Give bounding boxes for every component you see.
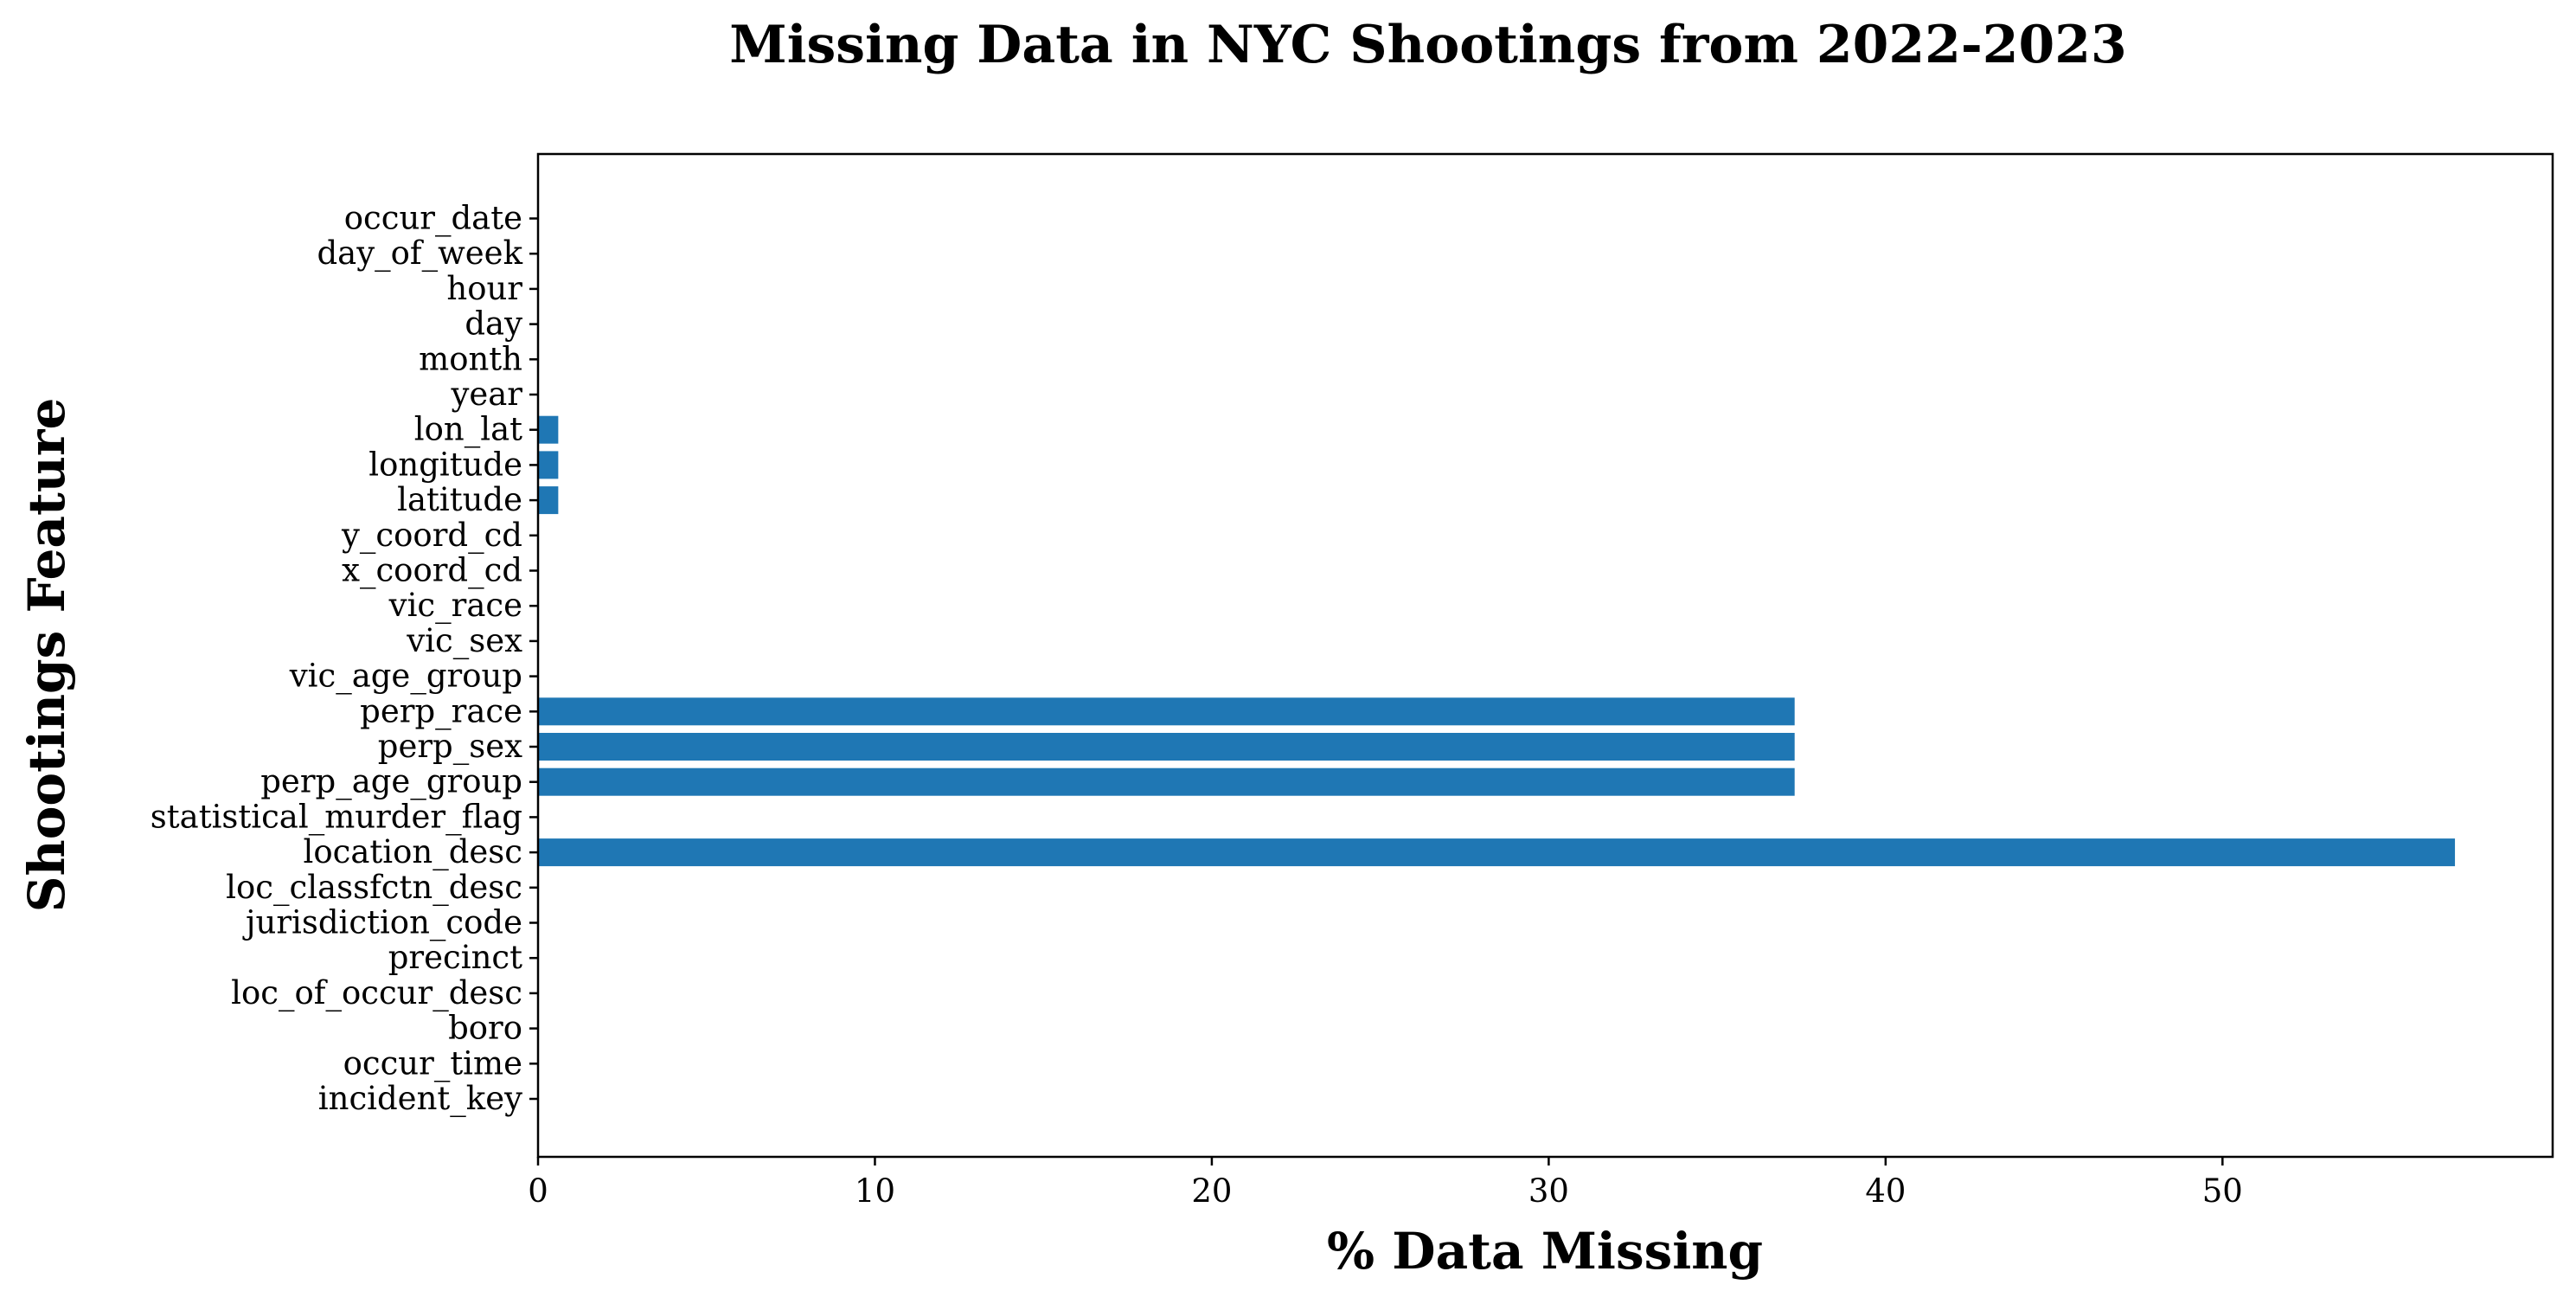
y-tick-label: perp_race xyxy=(360,692,522,730)
y-tick-label: year xyxy=(450,376,522,413)
x-tick-label: 40 xyxy=(1865,1172,1906,1210)
x-tick-label: 20 xyxy=(1191,1172,1232,1210)
y-tick-label: jurisdiction_code xyxy=(242,904,522,942)
y-tick-label: statistical_murder_flag xyxy=(151,798,522,836)
y-tick-label: boro xyxy=(448,1010,522,1047)
bar-perp-age-group xyxy=(538,767,1795,796)
x-axis: 0 10 20 30 40 50 xyxy=(528,1157,2243,1210)
y-tick-label: vic_age_group xyxy=(289,658,522,696)
y-tick-label: loc_classfctn_desc xyxy=(226,869,522,907)
bar-perp-sex xyxy=(538,733,1795,761)
bar-longitude xyxy=(538,451,559,479)
x-tick-label: 0 xyxy=(528,1172,548,1210)
y-tick-label: precinct xyxy=(388,939,522,976)
bar-latitude xyxy=(538,486,559,515)
bars-group xyxy=(538,415,2456,867)
y-tick-label: hour xyxy=(446,270,522,307)
x-axis-label: % Data Missing xyxy=(1327,1222,1763,1281)
y-tick-label: x_coord_cd xyxy=(342,552,522,590)
x-tick-label: 10 xyxy=(855,1172,895,1210)
y-tick-label: location_desc xyxy=(304,833,523,871)
y-tick-label: longitude xyxy=(368,446,522,483)
y-tick-label: latitude xyxy=(397,481,522,518)
y-tick-label: occur_date xyxy=(344,200,522,238)
x-tick-label: 30 xyxy=(1528,1172,1569,1210)
y-tick-label: vic_race xyxy=(388,587,522,625)
y-tick-label: incident_key xyxy=(318,1080,522,1118)
y-tick-label: day_of_week xyxy=(317,234,522,273)
y-tick-label: perp_age_group xyxy=(260,763,522,801)
chart-title: Missing Data in NYC Shootings from 2022-… xyxy=(729,15,2126,75)
y-axis-label: Shootings Feature xyxy=(17,398,76,913)
plot-frame xyxy=(536,152,2554,1159)
y-tick-label: loc_of_occur_desc xyxy=(231,974,522,1012)
y-tick-label: y_coord_cd xyxy=(341,517,522,555)
bar-location-desc xyxy=(538,838,2456,867)
y-axis: incident_keyoccur_timeboroloc_of_occur_d… xyxy=(151,200,538,1118)
bar-lon-lat xyxy=(538,415,559,444)
y-tick-label: occur_time xyxy=(343,1044,522,1082)
y-tick-label: day xyxy=(465,305,522,343)
y-tick-label: month xyxy=(419,340,522,377)
y-tick-label: vic_sex xyxy=(406,622,522,660)
x-tick-label: 50 xyxy=(2202,1172,2243,1210)
bar-perp-race xyxy=(538,697,1795,726)
y-tick-label: perp_sex xyxy=(378,728,522,766)
y-tick-label: lon_lat xyxy=(414,411,522,449)
